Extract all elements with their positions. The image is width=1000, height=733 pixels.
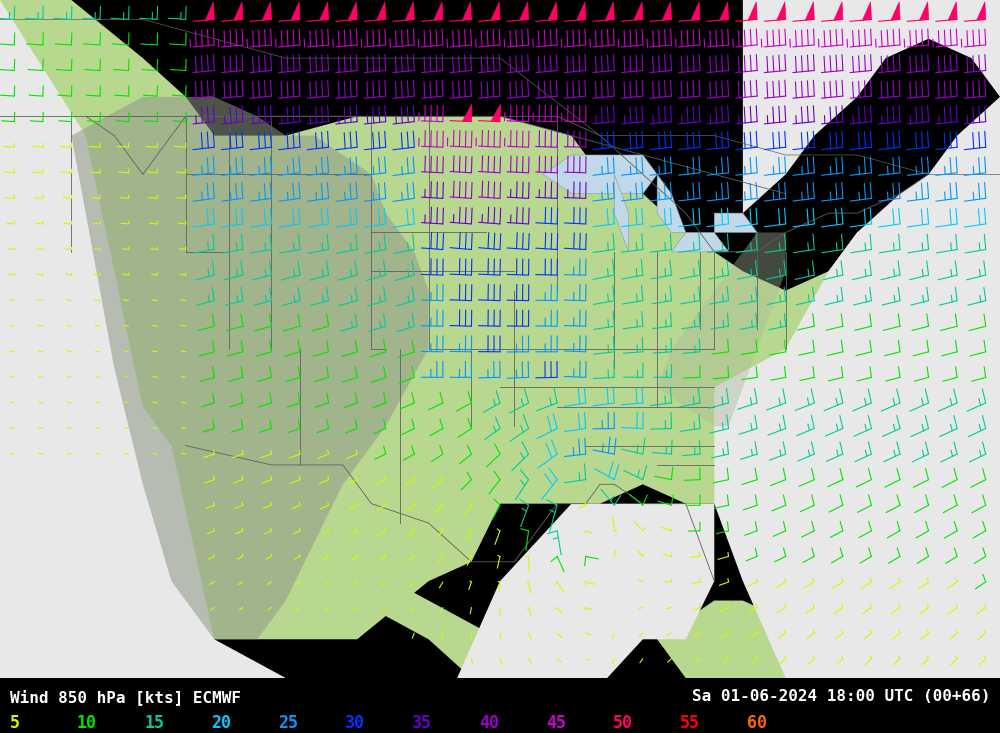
Polygon shape xyxy=(920,2,929,21)
Text: 30: 30 xyxy=(345,714,365,732)
Text: 60: 60 xyxy=(747,714,767,732)
Polygon shape xyxy=(291,2,300,21)
Polygon shape xyxy=(777,2,786,21)
Polygon shape xyxy=(605,2,614,21)
Polygon shape xyxy=(457,504,714,717)
Polygon shape xyxy=(977,2,986,21)
Polygon shape xyxy=(462,2,471,21)
Polygon shape xyxy=(0,0,1000,678)
Polygon shape xyxy=(643,600,800,678)
Polygon shape xyxy=(205,2,214,21)
Polygon shape xyxy=(577,2,586,21)
Polygon shape xyxy=(657,174,686,232)
Polygon shape xyxy=(262,2,271,21)
Polygon shape xyxy=(634,2,643,21)
Polygon shape xyxy=(805,2,814,21)
Polygon shape xyxy=(0,0,286,678)
Polygon shape xyxy=(691,2,700,21)
Text: 20: 20 xyxy=(211,714,231,732)
Polygon shape xyxy=(671,232,729,252)
Polygon shape xyxy=(434,2,443,21)
Text: 40: 40 xyxy=(479,714,499,732)
Polygon shape xyxy=(348,2,357,21)
Polygon shape xyxy=(862,2,871,21)
Text: Wind 850 hPa [kts] ECMWF: Wind 850 hPa [kts] ECMWF xyxy=(10,689,241,705)
Text: 15: 15 xyxy=(144,714,164,732)
Polygon shape xyxy=(491,2,500,21)
Polygon shape xyxy=(234,2,243,21)
Polygon shape xyxy=(491,104,500,122)
Text: 25: 25 xyxy=(278,714,298,732)
Polygon shape xyxy=(520,2,529,21)
Polygon shape xyxy=(71,97,429,639)
Text: 5: 5 xyxy=(10,714,20,732)
Text: Sa 01-06-2024 18:00 UTC (00+66): Sa 01-06-2024 18:00 UTC (00+66) xyxy=(692,689,990,704)
Polygon shape xyxy=(714,0,1000,678)
Polygon shape xyxy=(834,2,843,21)
Polygon shape xyxy=(720,2,729,21)
Polygon shape xyxy=(171,446,614,733)
Polygon shape xyxy=(377,2,386,21)
Text: 50: 50 xyxy=(613,714,633,732)
Polygon shape xyxy=(891,2,900,21)
Polygon shape xyxy=(657,232,786,426)
Polygon shape xyxy=(748,2,757,21)
Polygon shape xyxy=(543,155,657,194)
Polygon shape xyxy=(614,174,629,252)
Polygon shape xyxy=(462,104,472,122)
Text: 55: 55 xyxy=(680,714,700,732)
Polygon shape xyxy=(714,213,757,232)
Polygon shape xyxy=(320,2,329,21)
Polygon shape xyxy=(548,2,557,21)
Polygon shape xyxy=(405,2,414,21)
Polygon shape xyxy=(662,2,671,21)
Text: 35: 35 xyxy=(412,714,432,732)
Polygon shape xyxy=(948,2,957,21)
Text: 45: 45 xyxy=(546,714,566,732)
Text: 10: 10 xyxy=(77,714,97,732)
